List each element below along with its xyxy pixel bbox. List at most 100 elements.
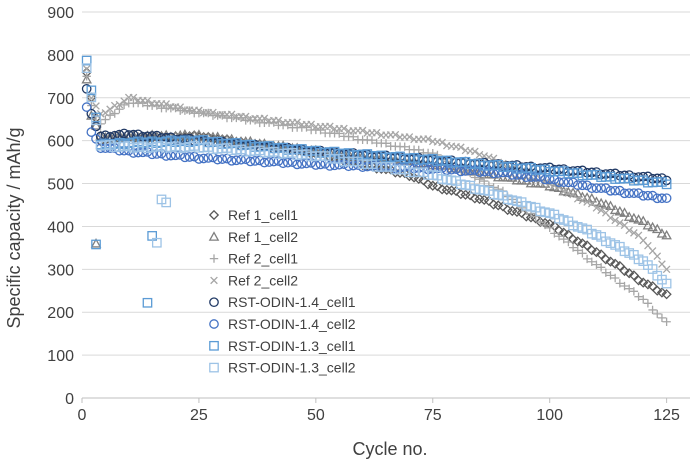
data-point xyxy=(480,152,489,160)
data-point xyxy=(559,234,568,244)
data-point xyxy=(614,260,625,272)
y-tick-label: 800 xyxy=(47,48,74,65)
data-point xyxy=(245,156,256,167)
data-point xyxy=(596,183,606,194)
data-point xyxy=(438,138,446,147)
data-point xyxy=(628,270,639,281)
data-point xyxy=(194,154,204,164)
data-point xyxy=(81,55,92,66)
data-point xyxy=(564,189,573,197)
outlier-point xyxy=(91,239,101,250)
data-point xyxy=(624,268,635,279)
data-point xyxy=(605,185,616,196)
data-point xyxy=(143,96,152,105)
data-point xyxy=(82,72,91,81)
data-point xyxy=(480,176,489,186)
series-RST-ODIN-1.3_cell2 xyxy=(81,63,672,289)
data-point xyxy=(227,110,236,119)
legend-entry: Ref 1_cell1 xyxy=(208,207,298,223)
data-point xyxy=(643,190,653,201)
data-point xyxy=(592,260,601,269)
data-point xyxy=(595,197,607,208)
data-point xyxy=(600,183,611,193)
data-point xyxy=(293,118,301,127)
data-point xyxy=(609,204,621,215)
data-point xyxy=(400,142,409,151)
data-point xyxy=(572,188,584,198)
data-point xyxy=(231,155,242,166)
data-point xyxy=(326,122,334,131)
x-axis: 0 25 50 75 100 125 xyxy=(78,397,690,424)
data-point xyxy=(614,185,625,196)
data-point xyxy=(424,135,432,143)
x-tick-label: 50 xyxy=(307,407,325,424)
data-point xyxy=(625,226,634,235)
data-point xyxy=(81,102,92,112)
data-point xyxy=(573,246,582,255)
data-point xyxy=(536,217,545,227)
data-point xyxy=(115,100,124,109)
x-tick-label: 75 xyxy=(424,407,442,424)
data-point xyxy=(586,192,598,203)
outlier-points xyxy=(90,194,172,308)
data-point xyxy=(91,115,101,126)
data-point xyxy=(573,195,582,203)
data-point xyxy=(217,154,228,164)
y-tick-label: 500 xyxy=(47,177,74,194)
data-point xyxy=(81,63,92,73)
y-tick-label: 0 xyxy=(65,391,74,408)
legend-label: RST-ODIN-1.4_cell1 xyxy=(228,294,356,310)
data-point xyxy=(578,249,587,258)
data-point xyxy=(637,215,649,226)
data-point xyxy=(581,240,593,251)
data-point xyxy=(372,128,381,137)
data-point xyxy=(653,309,662,319)
legend-marker xyxy=(209,340,219,351)
data-point xyxy=(591,183,602,194)
data-point xyxy=(652,193,663,204)
data-point xyxy=(292,159,302,170)
data-point xyxy=(184,152,195,162)
legend-label: RST-ODIN-1.3_cell2 xyxy=(228,360,356,376)
data-point xyxy=(630,229,638,237)
data-point xyxy=(119,100,129,110)
data-point xyxy=(110,109,119,118)
data-point xyxy=(241,112,250,121)
data-point xyxy=(87,94,96,102)
data-point xyxy=(656,228,668,238)
data-point xyxy=(340,124,348,133)
data-point xyxy=(619,207,630,217)
data-point xyxy=(545,223,554,233)
legend-label: Ref 2_cell1 xyxy=(228,251,298,267)
data-point xyxy=(198,153,209,164)
data-point xyxy=(651,223,663,234)
data-point xyxy=(662,265,671,274)
data-point xyxy=(568,243,578,252)
data-point xyxy=(633,214,644,224)
y-tick-label: 600 xyxy=(47,134,74,151)
data-point xyxy=(586,245,597,256)
data-point xyxy=(662,317,671,326)
data-point xyxy=(405,133,414,141)
data-point xyxy=(629,188,639,199)
data-point xyxy=(564,237,573,247)
outlier-point xyxy=(142,297,153,308)
data-point xyxy=(610,273,620,283)
data-point xyxy=(432,181,443,192)
data-point xyxy=(661,289,672,300)
data-point xyxy=(629,287,639,296)
legend-entry: Ref 2_cell2 xyxy=(210,272,298,288)
data-point xyxy=(643,299,653,308)
data-point xyxy=(647,221,658,232)
data-point xyxy=(633,188,644,198)
y-tick-label: 700 xyxy=(47,91,74,108)
data-point xyxy=(90,120,102,130)
data-point xyxy=(260,114,269,123)
legend-marker xyxy=(209,297,219,308)
data-point xyxy=(638,190,649,201)
data-point xyxy=(600,254,611,265)
data-point xyxy=(591,247,602,258)
data-point xyxy=(162,100,171,108)
data-point xyxy=(605,256,616,267)
data-point xyxy=(611,216,619,225)
